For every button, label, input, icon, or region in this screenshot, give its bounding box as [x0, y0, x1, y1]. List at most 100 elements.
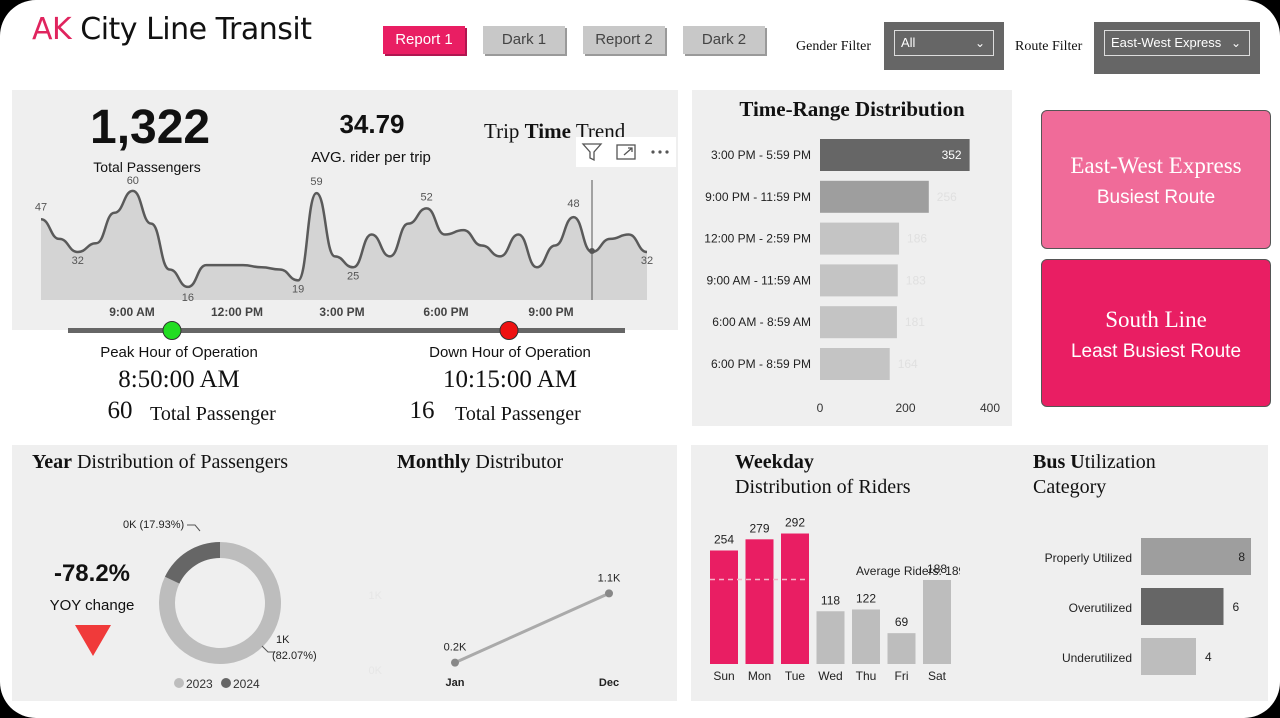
legend-label: 2024 — [233, 677, 260, 691]
year-title-bold: Year — [32, 451, 72, 473]
filter-icon[interactable] — [581, 143, 603, 162]
visual-header-toolbar — [576, 137, 676, 167]
down-hour-count-label: Total Passenger — [455, 403, 581, 425]
chevron-down-icon: ⌄ — [974, 36, 985, 50]
weekday-bar — [781, 533, 809, 664]
legend-label: 2023 — [186, 677, 213, 691]
trend-value-label: 52 — [421, 191, 433, 203]
focus-mode-icon[interactable] — [616, 144, 636, 160]
weekday-title-rest: Distribution of Riders — [735, 476, 911, 498]
gender-filter-select[interactable]: All ⌄ — [894, 30, 994, 56]
time-range-value-label: 181 — [905, 315, 925, 329]
time-range-x-tick: 400 — [980, 401, 1000, 415]
time-range-x-tick: 200 — [895, 401, 915, 415]
donut-slice-label: 0K (17.93%) — [123, 519, 184, 531]
time-range-bar — [820, 306, 897, 339]
time-range-value-label: 183 — [906, 273, 926, 287]
utilization-title: Bus Utilization — [1033, 451, 1156, 474]
trend-value-label: 32 — [641, 255, 653, 267]
monthly-title-rest: Distributor — [470, 451, 564, 473]
utilization-value-label: 4 — [1205, 650, 1212, 664]
nav-dark-2-button[interactable]: Dark 2 — [683, 26, 765, 54]
weekday-x-tick: Thu — [856, 669, 877, 683]
route-filter-select[interactable]: East-West Express ⌄ — [1104, 30, 1250, 56]
weekday-bar — [887, 633, 916, 664]
donut-leader-line — [187, 524, 201, 532]
weekday-x-tick: Tue — [785, 669, 806, 683]
time-range-value-label: 256 — [937, 190, 957, 204]
nav-report-1-button[interactable]: Report 1 — [383, 26, 465, 54]
year-distribution-donut: 1K (82.07%) 0K (17.93%) 2023 2024 — [123, 519, 317, 691]
gender-filter: All ⌄ — [884, 22, 1004, 70]
nav-dark-1-button[interactable]: Dark 1 — [483, 26, 565, 54]
monthly-point — [451, 658, 459, 667]
route-filter-label: Route Filter — [1015, 39, 1083, 54]
weekday-title-bold: Weekday — [735, 451, 814, 473]
donut-slice-label: (82.07%) — [272, 650, 317, 662]
trend-x-tick: 9:00 PM — [528, 305, 573, 319]
monthly-distributor-chart: 1K 0K 0.2K Jan 1.1K Dec — [369, 572, 621, 689]
utilization-value-label: 6 — [1233, 600, 1240, 614]
time-range-x-tick: 0 — [817, 401, 824, 415]
busiest-route-name: East-West Express — [1070, 153, 1242, 178]
trend-x-tick: 3:00 PM — [319, 305, 364, 319]
time-range-bar — [820, 139, 970, 171]
weekday-bar — [852, 609, 880, 664]
utilization-value-label: 8 — [1238, 550, 1245, 564]
busiest-route-card: East-West Express Busiest Route — [1041, 110, 1271, 249]
time-range-category-label: 6:00 PM - 8:59 PM — [711, 357, 811, 371]
weekday-value-label: 122 — [856, 591, 876, 605]
utilization-category-label: Underutilized — [1062, 651, 1132, 665]
time-range-category-label: 12:00 PM - 2:59 PM — [704, 232, 811, 246]
weekday-value-label: 254 — [714, 532, 734, 546]
monthly-value-label: 1.1K — [598, 572, 621, 584]
time-range-title: Time-Range Distribution — [739, 97, 965, 121]
trend-value-label: 16 — [182, 292, 194, 304]
time-range-category-label: 9:00 PM - 11:59 PM — [705, 190, 811, 204]
gender-filter-label: Gender Filter — [796, 39, 872, 54]
monthly-x-tick: Jan — [446, 677, 465, 689]
time-range-chart: 3:00 PM - 5:59 PM 352 9:00 PM - 11:59 PM 25… — [704, 139, 1000, 415]
down-arrow-icon — [75, 625, 111, 656]
trend-value-label: 59 — [310, 176, 322, 188]
down-hour-label: Down Hour of Operation — [429, 344, 591, 361]
trend-line — [40, 189, 648, 289]
chevron-down-icon: ⌄ — [1230, 36, 1241, 50]
least-busiest-route-card: South Line Least Busiest Route — [1041, 259, 1271, 407]
total-passengers-value: 1,322 — [90, 101, 211, 154]
donut-slice-label: 1K — [276, 634, 290, 646]
utilization-bar — [1141, 588, 1224, 625]
time-range-category-label: 9:00 AM - 11:59 AM — [706, 273, 811, 287]
down-hour-count: 16 — [409, 397, 435, 424]
nav-report-2-button[interactable]: Report 2 — [583, 26, 665, 54]
more-options-icon[interactable] — [651, 150, 669, 154]
monthly-distributor-title: Monthly Distributor — [397, 451, 563, 474]
weekday-x-tick: Sat — [928, 669, 947, 683]
trend-x-tick: 12:00 PM — [211, 305, 263, 319]
bus-utilization-chart: Properly Utilized 8 Overutilized 6 Underutil… — [1045, 538, 1251, 675]
weekday-distribution-chart: 254 Sun 279 Mon 292 Tue 118 Wed 122 Thu 69 Fri 188 Sa… — [710, 516, 960, 683]
weekday-value-label: 69 — [895, 615, 909, 629]
trend-value-label: 25 — [347, 270, 359, 282]
avg-rider-value: 34.79 — [339, 109, 405, 139]
monthly-x-tick: Dec — [599, 677, 619, 689]
utilization-bar — [1141, 638, 1196, 675]
donut-leader-line — [261, 645, 275, 653]
monthly-y-tick: 0K — [369, 665, 383, 677]
least-busiest-route-name: South Line — [1105, 307, 1207, 332]
trend-area — [41, 190, 647, 300]
trend-value-label: 60 — [127, 175, 139, 187]
utilization-title-line2: Category — [1033, 476, 1107, 498]
time-range-bar — [820, 222, 900, 255]
total-passengers-label: Total Passengers — [93, 159, 201, 175]
legend-marker — [221, 678, 231, 688]
route-filter-value: East-West Express — [1111, 35, 1222, 50]
down-hour-time: 10:15:00 AM — [442, 366, 578, 393]
peak-handle[interactable] — [162, 321, 182, 340]
utilization-title-rest: tilization — [1084, 451, 1156, 473]
down-handle[interactable] — [499, 321, 519, 340]
trip-time-trend-chart: 47 60 32 16 59 19 25 52 48 32 9:00 AM 12:00 PM 3:00 … — [35, 175, 653, 319]
weekday-x-tick: Sun — [713, 669, 734, 683]
time-range-value-label: 186 — [907, 232, 927, 246]
